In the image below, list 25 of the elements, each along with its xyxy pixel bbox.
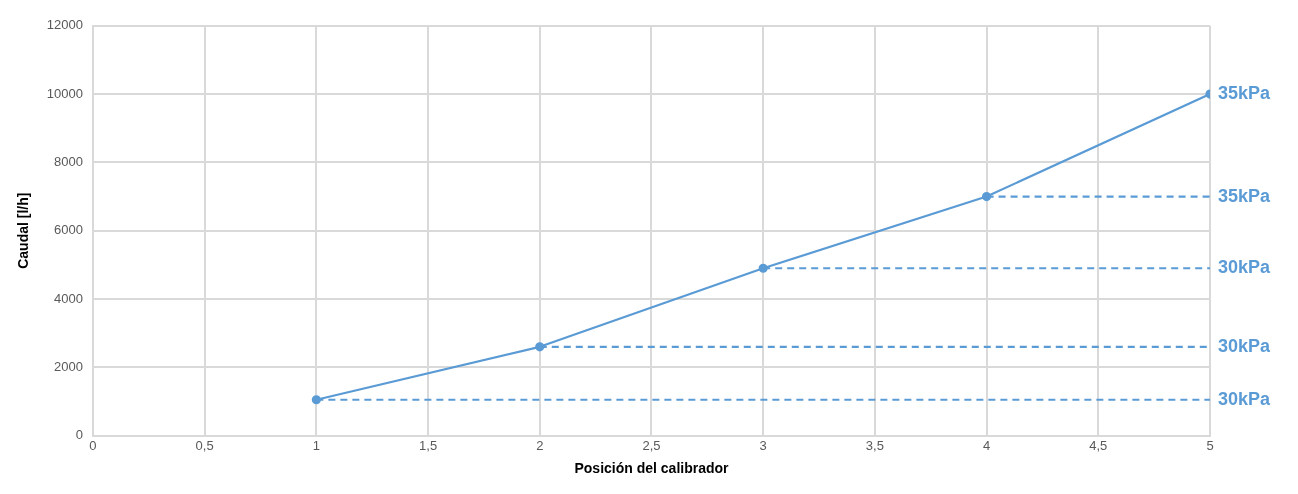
x-tick-label: 3,5 (865, 437, 884, 453)
x-tick-label: 0 (89, 437, 97, 453)
y-tick-label: 0 (75, 427, 83, 443)
series-label: 30kPa (1218, 257, 1272, 278)
y-tick-label: 2000 (54, 358, 83, 374)
y-tick-label: 6000 (54, 222, 83, 238)
x-tick-label: 4,5 (1089, 437, 1108, 453)
x-tick-label: 0,5 (195, 437, 214, 453)
x-tick-label: 3 (759, 437, 767, 453)
x-axis-title: Posición del calibrador (574, 460, 730, 477)
x-tick-label: 2,5 (642, 437, 661, 453)
series-label: 35kPa (1218, 185, 1272, 206)
y-tick-label: 10000 (46, 85, 83, 101)
x-tick-label: 5 (1206, 437, 1214, 453)
y-tick-label: 8000 (54, 153, 83, 169)
x-tick-label: 2 (536, 437, 544, 453)
x-tick-label: 4 (982, 437, 991, 453)
x-tick-label: 1,5 (419, 437, 438, 453)
y-axis-title: Caudal [l/h] (15, 192, 32, 269)
series-label: 30kPa (1218, 388, 1272, 409)
x-tick-label: 1 (312, 437, 320, 453)
series-label: 35kPa (1218, 83, 1272, 104)
y-tick-label: 4000 (54, 290, 83, 306)
series-label: 30kPa (1218, 335, 1272, 356)
y-tick-label: 12000 (46, 17, 83, 33)
